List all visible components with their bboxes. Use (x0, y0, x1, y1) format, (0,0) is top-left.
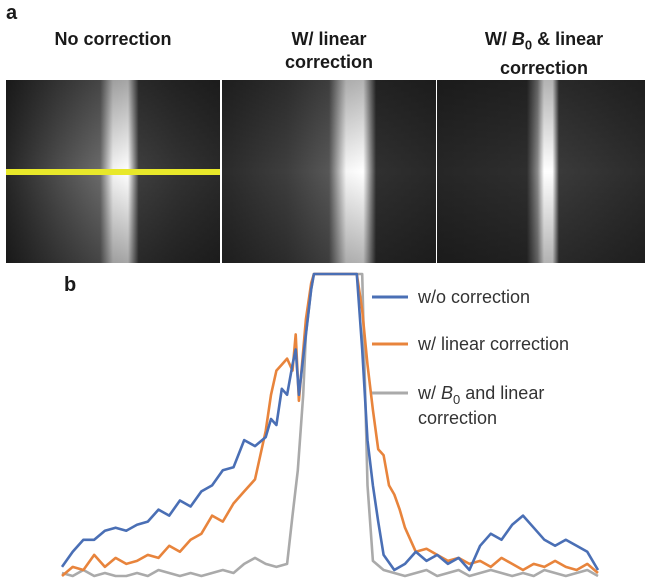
legend-label-b0-linear-correction: w/ B0 and linear (417, 383, 544, 407)
mri-image-no-correction (6, 80, 220, 263)
legend: w/o correction w/ linear correction w/ B… (372, 287, 569, 428)
column-title-line2: No correction (54, 29, 172, 49)
profile-line (6, 169, 220, 175)
series-line-1 (61, 272, 599, 577)
series-line-0 (60, 272, 600, 572)
column-title-line1: W/ B0 & linear (484, 29, 604, 53)
legend-label-wo-correction: w/o correction (417, 287, 530, 307)
mri-image-linear-correction (222, 80, 436, 263)
legend-label-b0-linear-correction-line2: correction (418, 408, 497, 428)
column-title-b0-linear-correction: W/ B0 & linear correction (437, 28, 645, 80)
column-title-linear-correction: W/ linear correction (222, 28, 436, 74)
column-title-line1: W/ linear (291, 29, 367, 49)
legend-label-linear-correction: w/ linear correction (417, 334, 569, 354)
panel-a-letter: a (6, 2, 18, 24)
mri-image-b0-linear-correction (437, 80, 645, 263)
series-line-2 (61, 272, 599, 578)
series-layer (60, 272, 600, 578)
column-title-line2: correction (499, 57, 589, 78)
intensity-profile-chart: w/o correction w/ linear correction w/ B… (60, 272, 600, 578)
panel-b-letter: b (64, 274, 77, 296)
column-title-line2: correction (284, 52, 374, 72)
column-title-no-correction: No correction (6, 28, 220, 51)
